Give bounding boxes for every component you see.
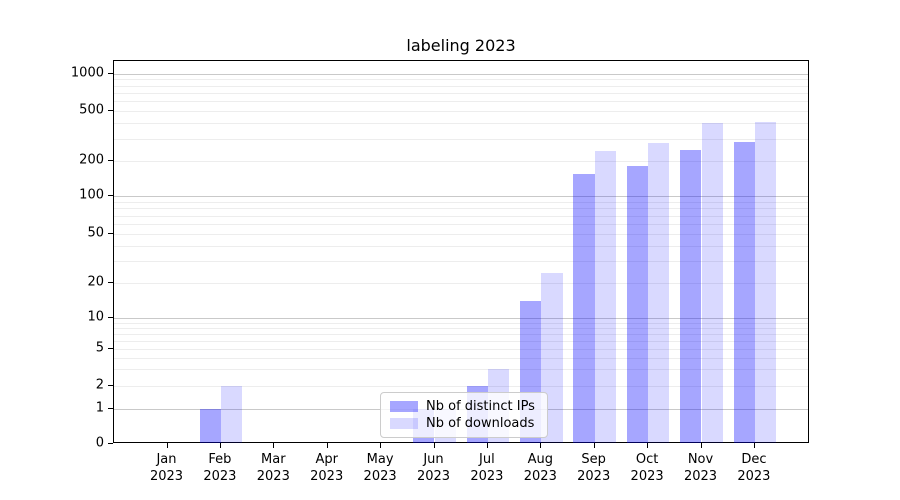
y-tick-mark [108, 442, 113, 444]
gridline-minor [114, 261, 808, 263]
gridline-minor [114, 234, 808, 235]
legend-item-downloads: Nb of downloads [390, 416, 537, 431]
bar-downloads-dec [754, 121, 777, 443]
gridline-minor [114, 161, 808, 162]
y-tick-label: 1000 [70, 65, 104, 80]
x-tick-label: Jan 2023 [149, 452, 184, 484]
x-tick-mark [433, 443, 435, 448]
gridline-minor [114, 85, 808, 87]
legend-swatch-downloads [390, 418, 418, 429]
legend-label: Nb of distinct IPs [426, 399, 535, 414]
y-tick-mark [108, 408, 113, 409]
x-tick-mark [326, 443, 328, 448]
x-tick-mark [273, 443, 275, 448]
x-tick-mark [700, 443, 702, 448]
bar-downloads-sep [594, 151, 617, 443]
x-tick-mark [380, 443, 382, 448]
gridline-minor [114, 101, 808, 103]
x-tick-mark [166, 443, 168, 448]
x-tick-mark [753, 443, 755, 448]
x-tick-mark [593, 443, 595, 448]
x-tick-mark [219, 443, 221, 448]
gridline-minor [114, 123, 808, 125]
y-tick-label: 50 [87, 225, 104, 241]
gridline-minor [114, 333, 808, 335]
y-tick-label: 2 [95, 377, 104, 392]
gridline-minor [114, 92, 808, 94]
y-tick-label: 10 [87, 309, 104, 325]
gridline-minor [114, 79, 808, 81]
x-tick-label: Nov 2023 [683, 452, 718, 484]
gridline-minor [114, 201, 808, 203]
gridline-major [114, 196, 808, 197]
legend-item-distinct-ips: Nb of distinct IPs [390, 399, 537, 414]
bar-distinct-ips-sep [573, 173, 595, 443]
x-tick-mark [540, 443, 542, 448]
bar-downloads-feb [220, 385, 243, 443]
y-tick-mark [108, 110, 113, 111]
x-tick-label: Aug 2023 [523, 452, 557, 484]
gridline-major [114, 73, 808, 75]
gridline-minor [114, 327, 808, 329]
y-tick-mark [108, 160, 113, 161]
gridline-minor [114, 357, 808, 359]
y-tick-mark [108, 72, 113, 74]
y-tick-label: 500 [79, 102, 104, 118]
y-tick-mark [108, 282, 113, 283]
y-tick-label: 20 [87, 274, 104, 290]
y-tick-mark [108, 384, 113, 386]
x-tick-label: Apr 2023 [310, 452, 344, 484]
legend-swatch-distinct-ips [390, 401, 418, 412]
gridline-minor [114, 369, 808, 371]
gridline-minor [114, 322, 808, 324]
legend: Nb of distinct IPs Nb of downloads [380, 392, 548, 438]
x-tick-label: Oct 2023 [630, 452, 664, 484]
x-tick-label: Jun 2023 [416, 452, 451, 484]
y-tick-mark [108, 233, 113, 234]
x-tick-label: Sep 2023 [577, 452, 611, 484]
bar-distinct-ips-oct [626, 166, 649, 443]
bar-distinct-ips-dec [733, 141, 755, 443]
gridline-minor [114, 111, 808, 112]
y-tick-label: 0 [95, 435, 104, 450]
bar-distinct-ips-nov [680, 149, 702, 443]
gridline-minor [114, 215, 808, 217]
y-tick-label: 5 [95, 340, 104, 356]
gridline-minor [114, 349, 808, 350]
chart-title: labeling 2023 [406, 36, 516, 55]
gridline-major [114, 318, 808, 319]
y-tick-mark [108, 348, 113, 349]
gridline-minor [114, 340, 808, 342]
y-tick-label: 200 [79, 152, 104, 168]
gridline-minor [114, 245, 808, 247]
gridline-minor [114, 283, 808, 284]
x-tick-mark [486, 443, 488, 448]
gridline-minor [114, 138, 808, 140]
x-tick-label: Dec 2023 [737, 452, 771, 484]
y-axis: 0 1 2 5 10 20 50 100 200 500 1000 [0, 0, 113, 500]
gridline-minor [114, 224, 808, 225]
x-tick-label: Feb 2023 [203, 452, 237, 484]
y-tick-label: 1 [95, 400, 104, 416]
x-tick-label: May 2023 [363, 452, 397, 484]
bar-downloads-nov [701, 123, 723, 443]
gridline-minor [114, 385, 808, 387]
bar-distinct-ips-feb [199, 409, 221, 443]
y-tick-mark [108, 195, 113, 196]
y-tick-mark [108, 317, 113, 318]
x-tick-label: Mar 2023 [256, 452, 290, 484]
y-tick-label: 100 [79, 187, 104, 203]
plot-area: Nb of distinct IPs Nb of downloads [113, 60, 809, 443]
x-tick-label: Jul 2023 [470, 452, 504, 484]
legend-label: Nb of downloads [426, 416, 535, 431]
x-tick-mark [647, 443, 649, 448]
gridline-minor [114, 208, 808, 210]
bar-downloads-oct [648, 142, 670, 443]
